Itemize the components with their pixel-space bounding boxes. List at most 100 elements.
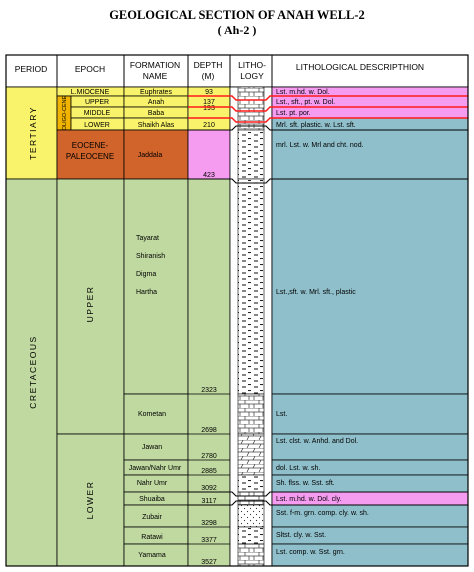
depth-3092: 3092 (201, 485, 217, 492)
desc-upper: Lst.,sft. w. Mrl. sft., plastic (276, 289, 356, 296)
formation-tayarat-label: Tayarat (136, 235, 159, 242)
formation-euphrates-label: Euphrates (140, 89, 172, 96)
formation-boundary-line (188, 125, 468, 131)
formation-boundary-line (188, 491, 468, 497)
desc-kometan: Lst. (276, 411, 287, 418)
desc-jawan-band (271, 433, 469, 461)
lithology-marl-upper (237, 178, 265, 395)
depth-2323: 2323 (201, 387, 217, 394)
period-cretaceous (5, 178, 58, 567)
formation-kometan-label: Kometan (138, 411, 166, 418)
desc-upper-band (271, 178, 469, 395)
formation-shiranish-label: Shiranish (136, 253, 165, 260)
lithology-dolomite-jawan (237, 433, 265, 476)
formation-upper-group (123, 178, 189, 395)
epoch-oligocene-label: OLIGO-CENE (62, 95, 68, 130)
epoch-eocene-label: EOCENE- (72, 141, 109, 150)
formation-anah-label: Anah (148, 99, 164, 106)
outer-frame (5, 54, 469, 567)
desc-anah: Lst., sft., pt. w. Dol. (276, 99, 335, 106)
desc-baba: Lst. pt. por. (276, 110, 311, 117)
depth-137: 137 (203, 99, 215, 106)
header-formation-name: NAME (143, 71, 168, 81)
header-depth: DEPTH (194, 60, 223, 70)
depth-193: 193 (203, 105, 215, 112)
desc-jaddala: mrl. Lst. w. Mrl and cht. nod. (276, 142, 364, 149)
formation-kometan (123, 393, 189, 435)
depth-3298: 3298 (201, 520, 217, 527)
epoch-lower-label: LOWER (85, 481, 95, 520)
header-depth-unit: (M) (202, 71, 215, 81)
unconformity-line (188, 106, 468, 112)
epoch-upper-cretaceous (56, 178, 125, 435)
epoch-lower-cretaceous (56, 433, 125, 567)
depth-3117: 3117 (201, 498, 216, 505)
desc-jawan: Lst. clst. w. Anhd. and Dol. (276, 438, 358, 445)
depth-93: 93 (205, 89, 213, 96)
period-tertiary-label: TERTIARY (28, 106, 38, 160)
epoch-oligo-upper-label: UPPER (85, 99, 109, 106)
lithology-limestone-shuaiba (237, 491, 265, 506)
formation-jawan-nahr-umr-label: Jawan/Nahr Umr (129, 465, 182, 472)
unconformity-line (188, 117, 468, 123)
section-title: GEOLOGICAL SECTION OF ANAH WELL-2 (109, 8, 365, 22)
lithology-shale-nahr-umr (237, 474, 265, 493)
epoch-oligo-lower-label: LOWER (84, 122, 110, 129)
depth-2885: 2885 (201, 468, 217, 475)
formation-jaddala-label: Jaddala (138, 152, 163, 159)
header-period: PERIOD (15, 64, 48, 74)
desc-nahr-umr: Sh. flss. w. Sst. sft. (276, 480, 335, 487)
desc-yamama: Lst. comp. w. Sst. grn. (276, 549, 345, 556)
well-name: ( Ah-2 ) (217, 23, 257, 37)
period-cretaceous-label: CRETACEOUS (28, 335, 38, 408)
desc-ratawi: Sltst. cly. w. Sst. (276, 532, 326, 539)
desc-jawan-nahr: dol. Lst. w. sh. (276, 465, 320, 472)
formation-boundary-line (188, 500, 468, 506)
lithology-siltstone-ratawi (237, 526, 265, 545)
formation-jawan (123, 433, 189, 461)
epoch-oligo-middle-label: MIDDLE (84, 110, 111, 117)
depth-423: 423 (203, 172, 215, 179)
lithology-limestone-yamama (237, 543, 265, 567)
formation-ratawi-label: Ratawi (141, 534, 163, 541)
header-row (5, 54, 469, 88)
lithology-limestone-kometan (237, 393, 265, 435)
header-lithology-2: LOGY (240, 71, 264, 81)
header-description: LITHOLOGICAL DESCRIPTHION (296, 62, 424, 72)
header-lithology: LITHO- (238, 60, 266, 70)
desc-shuaiba: Lst. m.hd. w. Dol. cly. (276, 496, 342, 503)
epoch-paleocene-label: PALEOCENE (66, 152, 114, 161)
lithology-limestone-tertiary (237, 86, 265, 131)
depth-2780: 2780 (201, 453, 217, 460)
depth-3377: 3377 (201, 537, 217, 544)
header-epoch: EPOCH (75, 64, 105, 74)
formation-baba-label: Baba (148, 110, 164, 117)
lithology-sandstone-zubair (237, 504, 265, 528)
header-formation: FORMATION (130, 60, 180, 70)
period-tertiary (5, 86, 58, 180)
epoch-lmiocene-label: L.MIOCENE (71, 89, 110, 96)
desc-kometan-band (271, 393, 469, 435)
formation-jawan-label: Jawan (142, 444, 162, 451)
depth-3527: 3527 (201, 559, 217, 566)
epoch-upper-label: UPPER (85, 286, 95, 323)
depth-tertiary-band (187, 86, 231, 131)
unconformity-line (188, 95, 468, 101)
desc-zubair: Sst. f-m. grn. comp. cly. w. sh. (276, 510, 369, 517)
formation-jaddala (123, 129, 189, 180)
formation-zubair-label: Zubair (142, 514, 163, 521)
depth-2698: 2698 (201, 427, 217, 434)
lithology-marl-jaddala (237, 129, 265, 180)
formation-shaikh-alas-label: Shaikh Alas (138, 122, 175, 129)
depth-210: 210 (203, 122, 215, 129)
desc-jaddala-band (271, 129, 469, 180)
formation-boundary-line (188, 178, 468, 184)
desc-shaikh-alas: Mrl. sft. plastic. w. Lst. sft. (276, 122, 356, 129)
formation-digma-label: Digma (136, 271, 156, 278)
formation-yamama-label: Yamama (138, 552, 166, 559)
desc-euphrates: Lst. m.hd. w. Dol. (276, 89, 330, 96)
formation-shuaiba-label: Shuaiba (139, 496, 165, 503)
formation-nahr-umr-label: Nahr Umr (137, 480, 168, 487)
depth-jaddala-band (187, 129, 231, 180)
